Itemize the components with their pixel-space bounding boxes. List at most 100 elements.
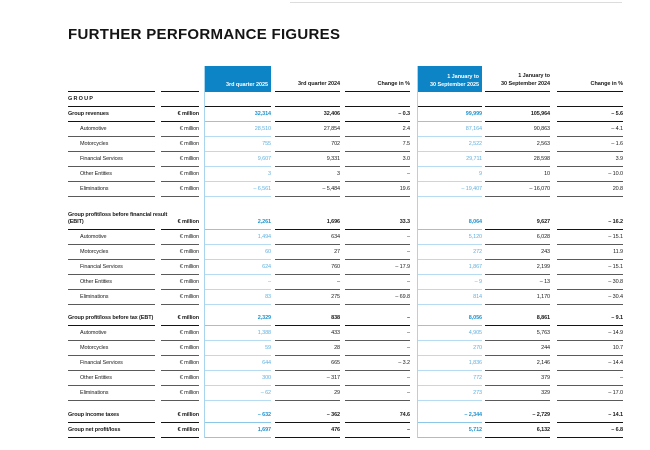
cell-ytd_2024: 6,028 (485, 230, 550, 245)
row-unit: € million (161, 152, 199, 167)
cell-q3_2025: 1,697 (205, 423, 271, 438)
row-unit: € million (161, 408, 199, 423)
cell-ytd_2024: 243 (485, 245, 550, 260)
cell-q3_2024: – 317 (275, 371, 340, 386)
cell-change_ytd: – 15.1 (557, 230, 623, 245)
row-label: Other Entities (68, 275, 155, 290)
cell-change_q: 74.6 (345, 408, 410, 423)
cell-change_q: – 69.8 (345, 290, 410, 305)
table-row: Group net profit/loss € million 1,697 476–5… (68, 423, 623, 438)
cell-q3_2024: 28 (275, 341, 340, 356)
row-label-line: Motorcycles (80, 141, 109, 148)
table-row: Motorcycles € million 59 28–270 244 10.7 (68, 341, 623, 356)
row-unit: € million (161, 311, 199, 326)
cell-ytd_2025: 273 (418, 386, 482, 401)
cell-q3_2024: 275 (275, 290, 340, 305)
table-rows: GROUP Group revenues € million 32,314 32,406… (68, 92, 623, 438)
row-label: Motorcycles (68, 137, 155, 152)
cell-ytd_2025: 29,711 (418, 152, 482, 167)
cell-q3_2025: 9,607 (205, 152, 271, 167)
cell-ytd_2025: 4,905 (418, 326, 482, 341)
column-header-change_q: Change in % (345, 66, 410, 92)
group-section-cell (275, 92, 340, 107)
row-unit: € million (161, 107, 199, 122)
cell-change_ytd: 3.9 (557, 152, 623, 167)
column-header-line: 30 September 2024 (501, 80, 550, 87)
table-row: Automotive € million 28,510 27,854 2.4 87,164… (68, 122, 623, 137)
cell-change_ytd: – 9.1 (557, 311, 623, 326)
cell-q3_2025: 60 (205, 245, 271, 260)
cell-ytd_2024: 379 (485, 371, 550, 386)
cell-change_q: – (345, 423, 410, 438)
row-label-line: Motorcycles (80, 249, 109, 256)
cell-change_q: – (345, 371, 410, 386)
cell-change_q: – (345, 326, 410, 341)
cell-ytd_2025: – 2,344 (418, 408, 482, 423)
cell-ytd_2024: 5,763 (485, 326, 550, 341)
cell-change_q: – 17.9 (345, 260, 410, 275)
cell-ytd_2024: – 2,729 (485, 408, 550, 423)
cell-ytd_2025: 1,836 (418, 356, 482, 371)
row-label-line: Automotive (80, 126, 107, 133)
cell-q3_2025: 3 (205, 167, 271, 182)
cell-q3_2025: 2,261 (205, 205, 271, 230)
cell-ytd_2024: 2,199 (485, 260, 550, 275)
row-label: Financial Services (68, 152, 155, 167)
row-unit: € million (161, 167, 199, 182)
section-spacer (68, 197, 623, 205)
cell-ytd_2025: 5,712 (418, 423, 482, 438)
cell-ytd_2025: 8,056 (418, 311, 482, 326)
cell-ytd_2024: 2,563 (485, 137, 550, 152)
column-header-unit (161, 66, 199, 92)
cell-q3_2025: – (205, 275, 271, 290)
cell-change_q: 3.0 (345, 152, 410, 167)
cell-q3_2024: 702 (275, 137, 340, 152)
row-label-line: Eliminations (80, 390, 109, 397)
group-section-cell (345, 92, 410, 107)
group-section-text: GROUP (68, 96, 95, 103)
row-label-line: Motorcycles (80, 345, 109, 352)
cell-change_q: – 3.2 (345, 356, 410, 371)
cell-q3_2025: 28,510 (205, 122, 271, 137)
section-spacer (68, 401, 623, 408)
cell-ytd_2024: 329 (485, 386, 550, 401)
table-row: Group profit/loss before financial resul… (68, 205, 623, 230)
cell-change_q: – (345, 167, 410, 182)
row-label: Other Entities (68, 167, 155, 182)
row-unit: € million (161, 260, 199, 275)
table-row: Other Entities € million 3 3–9 10– 10.0 (68, 167, 623, 182)
cell-q3_2025: 755 (205, 137, 271, 152)
cell-change_ytd: – 30.4 (557, 290, 623, 305)
table-header: 3rd quarter 2025 3rd quarter 2024 Change i… (68, 66, 623, 92)
cell-ytd_2025: – 19,407 (418, 182, 482, 197)
row-label: Automotive (68, 326, 155, 341)
column-header-ytd_2024: 1 January to 30 September 2024 (485, 66, 550, 92)
cell-change_q: – (345, 245, 410, 260)
cell-q3_2024: 476 (275, 423, 340, 438)
row-label-line: Group profit/loss before financial resul… (68, 212, 168, 219)
cell-change_ytd: 10.7 (557, 341, 623, 356)
cell-q3_2024: – 362 (275, 408, 340, 423)
row-label-line: Financial Services (80, 360, 123, 367)
table-row: Group profit/loss before tax (EBT) € mill… (68, 311, 623, 326)
cell-change_q: 7.5 (345, 137, 410, 152)
cell-change_ytd: – 17.0 (557, 386, 623, 401)
table-row: Eliminations € million 83 275 – 69.8 814 1,170… (68, 290, 623, 305)
row-label-line: Group net profit/loss (68, 427, 121, 434)
cell-q3_2025: 32,314 (205, 107, 271, 122)
group-section-cell (205, 92, 271, 107)
cell-ytd_2025: 272 (418, 245, 482, 260)
column-header-line: Change in % (377, 80, 411, 87)
cell-ytd_2024: 1,170 (485, 290, 550, 305)
row-label: Group net profit/loss (68, 423, 155, 438)
performance-table: 3rd quarter 2025 3rd quarter 2024 Change i… (68, 66, 623, 438)
row-label: Financial Services (68, 260, 155, 275)
cell-ytd_2025: – 9 (418, 275, 482, 290)
cell-ytd_2025: 8,064 (418, 205, 482, 230)
row-label-line: (EBIT) (68, 219, 84, 226)
cell-change_q: 19.6 (345, 182, 410, 197)
row-unit: € million (161, 326, 199, 341)
table-row: Automotive € million 1,494 634–5,120 6,028 – … (68, 230, 623, 245)
row-unit: € million (161, 205, 199, 230)
row-label-line: Group income taxes (68, 412, 120, 419)
